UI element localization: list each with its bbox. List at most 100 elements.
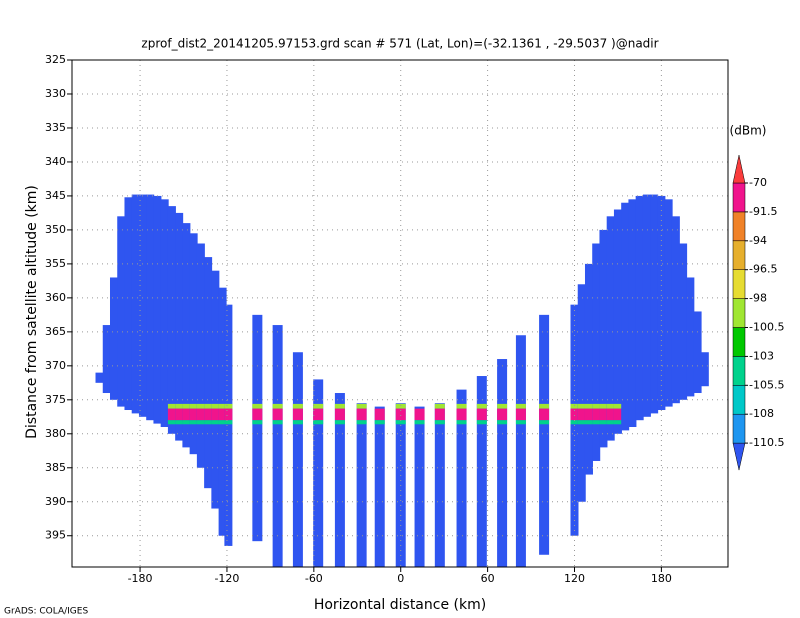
bright-band <box>252 403 263 409</box>
beam-column <box>657 195 666 411</box>
bright-band <box>167 420 176 425</box>
bright-band <box>584 408 593 421</box>
bright-band <box>515 403 526 409</box>
bright-band <box>356 403 367 409</box>
colorbar-label: -98 <box>749 292 767 305</box>
bright-band <box>224 403 233 409</box>
bright-band <box>313 408 324 421</box>
bright-band <box>414 420 425 425</box>
y-tick-label: 340 <box>45 155 66 168</box>
bright-band <box>414 408 425 421</box>
beam-column <box>334 393 345 567</box>
x-tick-label: 180 <box>651 572 672 585</box>
bright-band <box>539 408 550 421</box>
colorbar-cap <box>732 442 746 471</box>
beam-column <box>664 199 673 407</box>
bright-band <box>570 403 579 409</box>
bright-band <box>182 408 191 421</box>
x-tick-label: -180 <box>128 572 153 585</box>
beam-column <box>650 194 659 414</box>
bright-band <box>218 408 227 421</box>
beam-column <box>189 233 198 455</box>
bright-band <box>356 420 367 425</box>
bright-band <box>196 403 205 409</box>
bright-band <box>577 408 586 421</box>
bright-band <box>292 408 303 421</box>
bright-band <box>539 420 550 425</box>
bright-band <box>189 403 198 409</box>
bright-band <box>599 408 608 421</box>
bright-band <box>592 420 601 425</box>
bright-band <box>592 408 601 421</box>
y-tick-label: 345 <box>45 189 66 202</box>
colorbar-segment <box>732 182 746 213</box>
colorbar-label: -108 <box>749 407 774 420</box>
colorbar-segment <box>732 240 746 270</box>
colorbar-label: -103 <box>749 349 774 362</box>
y-tick-label: 390 <box>45 495 66 508</box>
colorbar-cap <box>732 154 746 184</box>
y-axis-label: Distance from satellite altitude (km) <box>24 185 40 439</box>
bright-band <box>570 408 579 421</box>
beam-column <box>635 195 644 421</box>
bright-band <box>539 403 550 409</box>
bright-band <box>570 420 579 425</box>
colorbar-segment <box>732 356 746 386</box>
beam-column <box>313 379 324 567</box>
beam-column <box>272 325 283 567</box>
beam-column <box>628 199 637 427</box>
x-tick-label: 0 <box>397 572 404 585</box>
beam-column <box>679 243 688 400</box>
y-tick-label: 395 <box>45 529 66 542</box>
beam-column <box>584 263 593 475</box>
colorbar-label: (dBm) <box>730 124 767 138</box>
bright-band <box>434 420 445 425</box>
colorbar-segment <box>732 298 746 328</box>
bright-band <box>218 403 227 409</box>
bright-band <box>313 403 324 409</box>
beam-column <box>613 209 622 434</box>
bright-band <box>395 403 406 409</box>
bright-band <box>395 408 406 421</box>
beam-column <box>374 406 385 567</box>
beam-column <box>196 243 205 468</box>
bright-band <box>395 420 406 425</box>
beam-column <box>131 194 140 414</box>
bright-band <box>204 403 213 409</box>
bright-band <box>434 408 445 421</box>
beam-column <box>95 372 104 383</box>
x-tick-label: 60 <box>481 572 495 585</box>
bright-band <box>456 403 467 409</box>
beam-column <box>592 243 601 461</box>
bright-band <box>204 420 213 425</box>
colorbar-label: -91.5 <box>749 205 777 218</box>
bright-band <box>584 403 593 409</box>
beam-column <box>693 311 702 394</box>
beam-column <box>671 216 680 404</box>
bright-band <box>374 420 385 425</box>
y-tick-label: 355 <box>45 257 66 270</box>
y-tick-label: 370 <box>45 359 66 372</box>
bright-band <box>606 403 615 409</box>
bright-band <box>167 403 176 409</box>
bright-band <box>272 408 283 421</box>
bright-band <box>613 420 622 425</box>
bright-band <box>515 420 526 425</box>
beam-column <box>211 270 220 509</box>
beam-column <box>153 195 162 424</box>
bright-band <box>292 403 303 409</box>
y-tick-label: 325 <box>45 53 66 66</box>
beam-column <box>497 359 508 567</box>
beam-column <box>204 257 213 489</box>
bright-band <box>175 420 184 425</box>
colorbar-segment <box>732 269 746 299</box>
bright-band <box>356 408 367 421</box>
bright-band <box>224 420 233 425</box>
bright-band <box>606 408 615 421</box>
bright-band <box>476 420 487 425</box>
beam-column <box>539 314 550 555</box>
beam-column <box>700 352 709 387</box>
bright-band <box>497 408 508 421</box>
beam-column <box>109 277 118 400</box>
colorbar-segment <box>732 211 746 242</box>
